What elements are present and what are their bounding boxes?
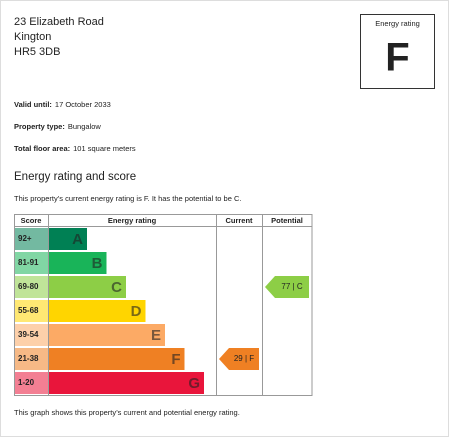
potential-label: 77 | C xyxy=(281,282,302,291)
detail-value: 101 square meters xyxy=(73,144,136,153)
band-bar xyxy=(49,348,185,370)
address-line: HR5 3DB xyxy=(14,46,60,58)
detail-label: Valid until: xyxy=(14,100,52,109)
band-bar xyxy=(49,276,126,298)
detail-label: Property type: xyxy=(14,122,65,131)
score-cell xyxy=(15,300,48,322)
table-border xyxy=(14,214,313,396)
band-bar xyxy=(49,324,165,346)
band-bar xyxy=(49,228,87,250)
score-cell xyxy=(15,228,48,250)
detail: Valid until: 17 October 2033 xyxy=(14,100,111,109)
current-arrow xyxy=(219,348,259,370)
detail: Total floor area: 101 square meters xyxy=(14,144,136,153)
address-line: 23 Elizabeth Road xyxy=(14,16,104,28)
score-cell xyxy=(15,276,48,298)
detail: Property type: Bungalow xyxy=(14,122,101,131)
details: Valid until: 17 October 2033 Property type… xyxy=(14,100,136,153)
band-letter: C xyxy=(111,279,122,296)
table-header: Current xyxy=(225,216,253,225)
rating-box-letter: F xyxy=(385,36,409,80)
band-letter: F xyxy=(171,351,180,368)
band-bar xyxy=(49,300,146,322)
rating-box xyxy=(360,14,435,89)
band-letter: E xyxy=(151,327,161,344)
potential-arrow xyxy=(265,276,309,298)
band-letter: D xyxy=(131,303,142,320)
score-label: 92+ xyxy=(18,234,32,243)
footnote: This graph shows this property’s current… xyxy=(14,408,240,417)
score-cell xyxy=(15,324,48,346)
rating-box-label: Energy rating xyxy=(375,19,420,28)
table-header: Potential xyxy=(271,216,303,225)
score-label: 21-38 xyxy=(18,354,39,363)
score-label: 81-91 xyxy=(18,258,39,267)
score-label: 1-20 xyxy=(18,378,35,387)
rating-table: Score Energy rating Current Potential 92+ A 81… xyxy=(14,214,313,396)
band-letter: B xyxy=(92,255,103,272)
address-line: Kington xyxy=(14,31,51,43)
score-label: 55-68 xyxy=(18,306,39,315)
score-label: 39-54 xyxy=(18,330,39,339)
detail-value: Bungalow xyxy=(68,122,102,131)
score-cell xyxy=(15,372,48,394)
section-title: Energy rating and score xyxy=(14,171,136,183)
band-letter: A xyxy=(72,231,83,248)
detail-label: Total floor area: xyxy=(14,144,70,153)
table-header: Energy rating xyxy=(108,216,157,225)
table-header: Score xyxy=(21,216,42,225)
section-summary: This property’s current energy rating is… xyxy=(14,194,241,203)
band-bar xyxy=(49,372,204,394)
band-letter: G xyxy=(188,375,200,392)
score-cell xyxy=(15,348,48,370)
current-label: 29 | F xyxy=(234,354,254,363)
band-bar xyxy=(49,252,107,274)
detail-value: 17 October 2033 xyxy=(55,100,111,109)
score-cell xyxy=(15,252,48,274)
score-label: 69-80 xyxy=(18,282,39,291)
